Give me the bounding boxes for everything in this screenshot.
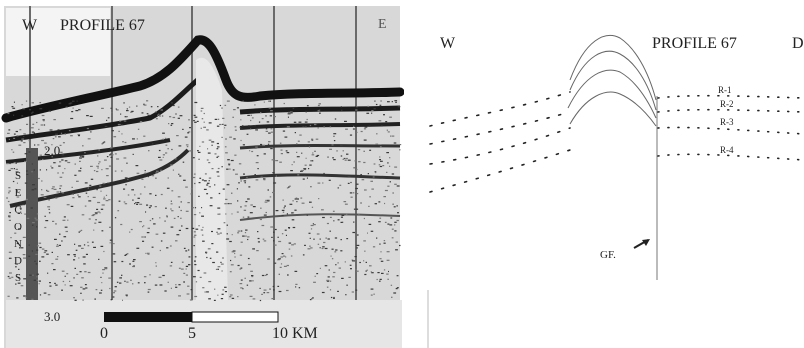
horizon-label-r3: R-3 [720, 117, 734, 127]
interpretation-panel: W PROFILE 67 D R-1 R-2 R-3 R-4 GF. [420, 0, 804, 348]
axis-letter: S [14, 272, 22, 284]
seismic-record-image [1, 6, 404, 348]
fault-label: GF. [600, 249, 616, 261]
horizon-label-r1: R-1 [718, 85, 732, 95]
axis-letter: S [14, 170, 22, 182]
scale-tick-0: 0 [100, 325, 108, 342]
seismic-noise [6, 100, 402, 302]
time-tick-label: 2.0 [44, 143, 61, 158]
interp-east-label: D [792, 35, 804, 52]
east-label: E [378, 17, 387, 32]
horizon-label-r2: R-2 [720, 99, 734, 109]
interpretation-drawing [427, 34, 804, 348]
profile-title: PROFILE 67 [60, 17, 145, 34]
axis-letter: N [14, 238, 22, 250]
depth-tick-label: 3.0 [44, 309, 61, 324]
axis-letter: D [14, 255, 22, 267]
axis-letter: O [14, 221, 22, 233]
axis-letter: E [14, 187, 22, 199]
west-label: W [22, 17, 38, 34]
seismic-record-panel: W PROFILE 67 E 2.0 S E C O N D S 3.0 0 5… [1, 6, 404, 348]
interp-profile-title: PROFILE 67 [652, 35, 737, 52]
axis-letter: C [14, 204, 22, 216]
interp-west-label: W [440, 35, 456, 52]
seconds-axis-label: S E C O N D S [12, 168, 24, 287]
scale-tick-5: 5 [188, 325, 196, 342]
horizon-label-r4: R-4 [720, 145, 734, 155]
scale-tick-10km: 10 KM [272, 325, 318, 342]
